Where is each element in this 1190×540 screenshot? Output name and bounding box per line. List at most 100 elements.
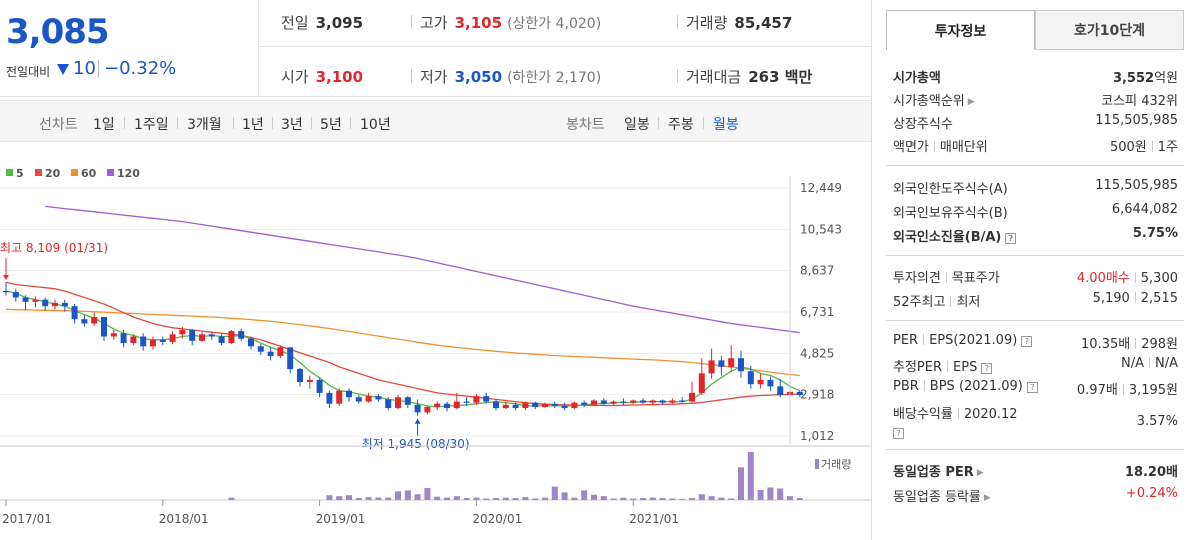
candle <box>208 332 215 340</box>
period-5y[interactable]: 5년 <box>320 117 342 133</box>
candle-chart-title: 봉차트 <box>566 117 605 133</box>
par-value-value: 500원 <box>1109 140 1147 155</box>
market-cap-rank-label: 시가총액순위 <box>893 94 965 109</box>
volume-bar <box>346 495 352 500</box>
candle-body <box>698 373 705 393</box>
sector-per-value: 18.20배 <box>1124 465 1178 480</box>
candle <box>130 334 137 346</box>
volume-bar <box>708 496 715 500</box>
candle <box>306 375 313 389</box>
help-icon[interactable]: ? <box>893 428 904 439</box>
period-3m[interactable]: 3개월 <box>187 117 222 133</box>
foreign-ratio-value: 5.75% <box>1132 226 1178 241</box>
volume-legend-swatch <box>815 459 819 469</box>
change-amount: 10 <box>73 58 96 79</box>
eps-label: EPS(2021.09) <box>929 333 1018 348</box>
week52-high-value: 5,190 <box>1092 291 1130 306</box>
candles <box>3 282 803 416</box>
sector-change-value: +0.24% <box>1125 486 1178 501</box>
legend-label-60: 60 <box>81 167 97 180</box>
period-1y[interactable]: 1년 <box>242 117 264 133</box>
candle <box>22 295 29 311</box>
volume-cell: 거래량 85,457 <box>686 12 792 33</box>
candle-daily[interactable]: 일봉 <box>624 117 650 133</box>
candle-body <box>91 316 98 324</box>
listed-shares-label: 상장주식수 <box>893 117 953 132</box>
pbr-value: 0.97배 <box>1076 383 1118 398</box>
period-1w[interactable]: 1주일 <box>134 117 169 133</box>
candle <box>747 365 754 389</box>
candle-body <box>571 402 578 409</box>
period-divider <box>233 117 234 129</box>
down-arrow-icon <box>57 64 69 75</box>
help-icon[interactable]: ? <box>1005 233 1017 244</box>
help-icon[interactable]: ? <box>1021 336 1033 347</box>
chart-period-bar: 선차트 1일 1주일 3개월 1년 3년 5년 10년 봉차트 일봉 주봉 월봉 <box>0 100 871 142</box>
tab-investment-info[interactable]: 투자정보 <box>886 10 1035 50</box>
candle-body <box>346 390 352 398</box>
candle <box>120 330 127 348</box>
candle-body <box>365 396 372 402</box>
candle <box>640 398 646 404</box>
legend-label-20: 20 <box>45 167 61 180</box>
help-icon[interactable]: ? <box>1026 382 1038 393</box>
volume-bar <box>502 497 509 500</box>
y-axis: 12,449 10,543 8,637 6,731 4,825 2,918 1,012 <box>0 176 871 501</box>
chart-legend: 5 20 60 120 <box>6 167 140 180</box>
week52-low-value: 2,515 <box>1140 291 1178 306</box>
price-summary: 전일 3,095 고가 3,105 (상한가 4,020) 거래량 85,457 시가 3… <box>259 0 871 97</box>
candle <box>395 395 401 410</box>
volume-bar <box>424 488 431 500</box>
candle <box>297 367 303 387</box>
period-1d[interactable]: 1일 <box>93 117 115 133</box>
help-icon[interactable]: ? <box>981 363 993 374</box>
volume-bar <box>787 496 793 500</box>
high-label: 고가 <box>420 14 448 32</box>
candle-body <box>248 338 254 347</box>
sector-change-row[interactable]: 동일업종 등락률 ▶ +0.24% <box>893 486 1178 505</box>
week52-row: 52주최고 최저 5,190 2,515 <box>893 291 1178 310</box>
foreign-limit-row: 외국인한도주식수(A) 115,505,985 <box>893 178 1178 197</box>
estimated-per-row: 추정PER EPS? N/A N/A <box>893 356 1178 375</box>
candle <box>101 316 107 341</box>
caret-right-icon: ▶ <box>983 493 991 503</box>
y-tick-label: 6,731 <box>800 305 834 319</box>
candle-body <box>199 334 205 341</box>
volume-bar <box>728 498 735 500</box>
volume-bar <box>640 498 646 500</box>
opinion-label: 투자의견 <box>893 271 941 286</box>
candle-body <box>581 402 588 405</box>
volume-bar <box>747 452 754 500</box>
market-cap-rank-row[interactable]: 시가총액순위 ▶ 코스피 432위 <box>893 90 1178 109</box>
per-label: PER <box>893 333 919 348</box>
candle <box>669 398 676 404</box>
candle-monthly[interactable]: 월봉 <box>713 117 739 133</box>
week52-low-label: 최저 <box>956 295 981 310</box>
candle-body <box>306 379 313 383</box>
candle-body <box>3 290 9 293</box>
volume-legend-label: 거래량 <box>821 458 851 471</box>
candle-body <box>277 347 284 357</box>
candle-weekly[interactable]: 주봉 <box>668 117 694 133</box>
volume-bar <box>777 488 784 500</box>
legend-label-5: 5 <box>16 167 24 180</box>
listed-shares-value: 115,505,985 <box>1095 113 1178 128</box>
tab-order-book[interactable]: 호가10단계 <box>1035 10 1184 50</box>
period-3y[interactable]: 3년 <box>281 117 303 133</box>
sector-per-row[interactable]: 동일업종 PER ▶ 18.20배 <box>893 461 1178 480</box>
foreign-limit-label: 외국인한도주식수(A) <box>893 182 1008 197</box>
candle-body <box>267 351 274 357</box>
market-cap-label: 시가총액 <box>893 71 941 86</box>
candle <box>444 401 450 412</box>
period-divider <box>658 117 659 129</box>
summary-divider <box>411 69 412 83</box>
low-label: 저가 <box>420 68 448 86</box>
dividend-period: 2020.12 <box>963 407 1018 422</box>
candle <box>620 398 627 405</box>
period-10y[interactable]: 10년 <box>360 117 391 133</box>
volume-bar <box>738 467 744 500</box>
candle-body <box>101 316 107 337</box>
volume-bar <box>444 497 450 500</box>
current-price: 3,085 <box>6 12 110 52</box>
candle <box>698 358 705 396</box>
